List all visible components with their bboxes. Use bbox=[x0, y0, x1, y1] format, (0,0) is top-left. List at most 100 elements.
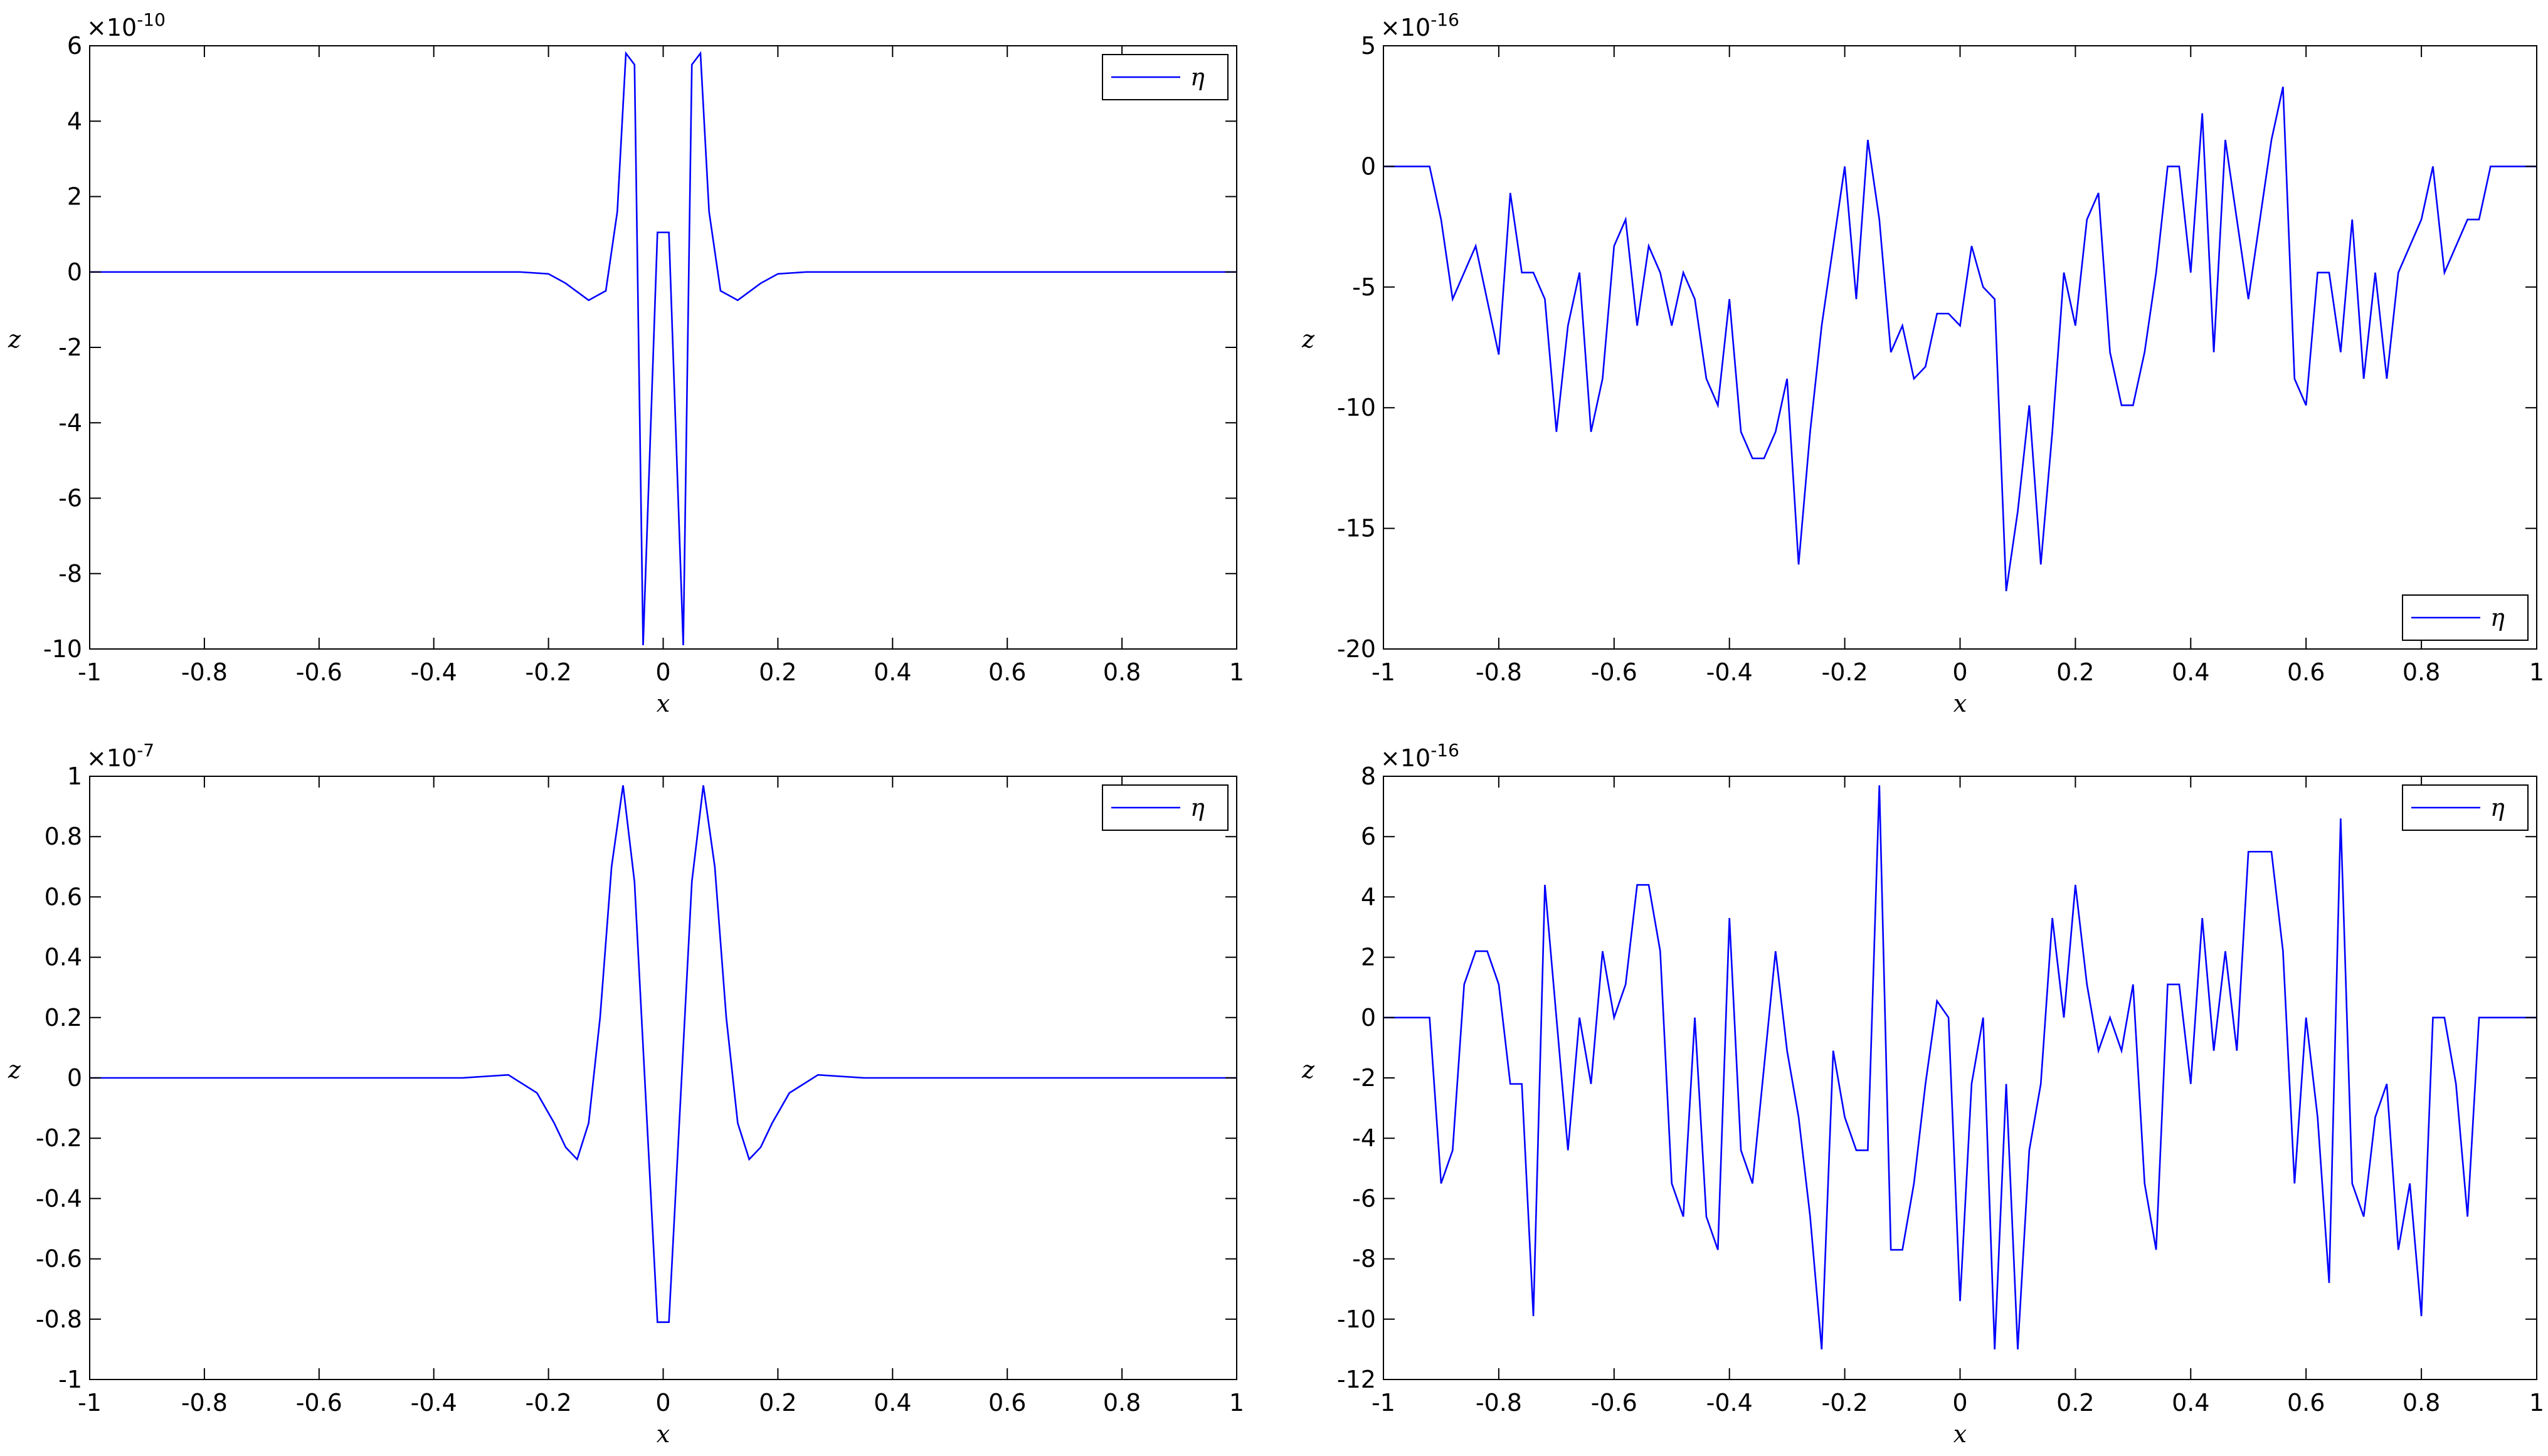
x-tick-label: 0.8 bbox=[2403, 658, 2440, 686]
legend: η bbox=[2402, 784, 2529, 831]
y-tick-label: 0 bbox=[67, 258, 82, 286]
x-tick-label: 0.8 bbox=[1103, 658, 1141, 686]
y-axis-label: z bbox=[1301, 325, 1315, 353]
x-tick-label: -1 bbox=[1372, 658, 1395, 686]
y-tick-label: 2 bbox=[1361, 944, 1376, 971]
y-tick-label: -10 bbox=[1337, 394, 1376, 421]
y-axis-label: z bbox=[8, 325, 21, 353]
y-tick-label: -0.6 bbox=[36, 1245, 82, 1273]
y-axis-label: z bbox=[1301, 1056, 1315, 1084]
x-tick-label: -0.8 bbox=[1476, 658, 1522, 686]
y-tick-label: 0 bbox=[67, 1064, 82, 1092]
subplot: -1 -0.8 -0.6 -0.4 -0.2 0 0.2 0.4 0.6 0.8 1 -20 -15 -1… bbox=[1301, 9, 2544, 717]
legend: η bbox=[2402, 594, 2529, 641]
x-tick-label: -1 bbox=[78, 1389, 102, 1416]
x-tick-label: 0.6 bbox=[2287, 1389, 2325, 1416]
multiplier-exponent: -16 bbox=[1430, 740, 1459, 761]
y-tick-label: 6 bbox=[1361, 823, 1376, 850]
x-tick-label: -0.6 bbox=[296, 1389, 342, 1416]
y-tick-label: -0.4 bbox=[36, 1184, 82, 1212]
x-axis-label: x bbox=[1953, 1420, 1967, 1448]
data-line bbox=[90, 785, 1237, 1323]
x-tick-label: -0.6 bbox=[1591, 1389, 1637, 1416]
multiplier-exponent: -10 bbox=[137, 9, 166, 30]
x-tick-label: 0.4 bbox=[2172, 1389, 2209, 1416]
x-tick-label: -0.4 bbox=[411, 1389, 457, 1416]
y-tick-label: 0.6 bbox=[45, 883, 82, 910]
x-tick-label: 1 bbox=[2529, 658, 2544, 686]
y-tick-label: 0.4 bbox=[45, 944, 82, 971]
x-tick-label: 0.2 bbox=[759, 658, 796, 686]
y-tick-label: -15 bbox=[1337, 515, 1376, 542]
y-tick-label: -0.8 bbox=[36, 1306, 82, 1333]
x-tick-label: -0.6 bbox=[296, 658, 342, 686]
y-tick-label: -4 bbox=[1352, 1124, 1376, 1152]
data-line bbox=[1383, 785, 2537, 1350]
x-tick-label: 0.6 bbox=[988, 658, 1026, 686]
x-tick-label: 0.4 bbox=[2172, 658, 2209, 686]
axes-background bbox=[1383, 46, 2537, 649]
y-tick-label: -20 bbox=[1337, 635, 1376, 663]
x-tick-label: -0.8 bbox=[181, 1389, 228, 1416]
y-tick-label: 0 bbox=[1361, 152, 1376, 180]
y-tick-label: -4 bbox=[58, 409, 82, 436]
legend-label: η bbox=[1190, 794, 1205, 821]
y-tick-label: -8 bbox=[1352, 1245, 1376, 1273]
x-tick-label: -0.6 bbox=[1591, 658, 1637, 686]
x-tick-label: -0.8 bbox=[181, 658, 228, 686]
x-tick-label: -0.4 bbox=[1706, 1389, 1753, 1416]
y-multiplier: ×10-16 bbox=[1380, 9, 1459, 41]
multiplier-base: ×10 bbox=[87, 14, 137, 41]
x-axis-label: x bbox=[1953, 690, 1967, 717]
y-multiplier: ×10-7 bbox=[87, 740, 154, 772]
x-tick-label: -0.2 bbox=[526, 1389, 572, 1416]
data-line bbox=[1383, 87, 2537, 591]
multiplier-base: ×10 bbox=[87, 744, 137, 772]
x-tick-label: 1 bbox=[2529, 1389, 2544, 1416]
x-tick-label: -1 bbox=[78, 658, 102, 686]
y-tick-label: 0.2 bbox=[45, 1004, 82, 1031]
x-tick-label: 1 bbox=[1229, 658, 1244, 686]
subplot: -1 -0.8 -0.6 -0.4 -0.2 0 0.2 0.4 0.6 0.8 1 -12 -10 -8… bbox=[1301, 740, 2544, 1448]
y-tick-label: 0.8 bbox=[45, 823, 82, 850]
legend-label: η bbox=[1190, 63, 1205, 91]
x-tick-label: -0.8 bbox=[1476, 1389, 1522, 1416]
y-tick-label: 2 bbox=[67, 183, 82, 211]
y-axis-label: z bbox=[8, 1056, 21, 1084]
x-tick-label: 0.8 bbox=[1103, 1389, 1141, 1416]
legend-label: η bbox=[2490, 604, 2505, 631]
x-tick-label: 0 bbox=[655, 658, 670, 686]
y-tick-label: -5 bbox=[1352, 273, 1376, 301]
y-multiplier: ×10-16 bbox=[1380, 740, 1459, 772]
x-tick-label: -0.2 bbox=[526, 658, 572, 686]
data-line bbox=[90, 51, 1237, 646]
x-tick-label: -0.4 bbox=[1706, 658, 1753, 686]
y-tick-label: -1 bbox=[58, 1366, 82, 1393]
x-tick-label: 0.4 bbox=[874, 658, 911, 686]
y-tick-label: -0.2 bbox=[36, 1124, 82, 1152]
y-tick-label: -6 bbox=[58, 485, 82, 512]
legend-label: η bbox=[2490, 794, 2505, 821]
y-tick-label: 4 bbox=[67, 107, 82, 135]
x-tick-label: 0.2 bbox=[759, 1389, 796, 1416]
y-tick-label: -2 bbox=[1352, 1064, 1376, 1092]
x-tick-label: 0 bbox=[1952, 658, 1967, 686]
y-tick-label: -8 bbox=[58, 560, 82, 588]
y-tick-label: 5 bbox=[1361, 32, 1376, 60]
x-tick-label: 0.8 bbox=[2403, 1389, 2440, 1416]
multiplier-exponent: -16 bbox=[1430, 9, 1459, 30]
x-tick-label: 0.2 bbox=[2056, 658, 2094, 686]
x-tick-label: -0.2 bbox=[1822, 658, 1868, 686]
subplot: -1 -0.8 -0.6 -0.4 -0.2 0 0.2 0.4 0.6 0.8 1 -1 -0.8 -0… bbox=[8, 740, 1244, 1448]
y-tick-label: -12 bbox=[1337, 1366, 1376, 1393]
y-multiplier: ×10-10 bbox=[87, 9, 166, 41]
multiplier-base: ×10 bbox=[1380, 14, 1430, 41]
subplot: -1 -0.8 -0.6 -0.4 -0.2 0 0.2 0.4 0.6 0.8 1 -10 -8 -6 -… bbox=[8, 9, 1244, 717]
y-tick-label: 4 bbox=[1361, 883, 1376, 910]
x-tick-label: 0 bbox=[655, 1389, 670, 1416]
axes-background bbox=[1383, 776, 2537, 1380]
x-tick-label: 0.6 bbox=[2287, 658, 2325, 686]
x-tick-label: -0.4 bbox=[411, 658, 457, 686]
y-tick-label: 8 bbox=[1361, 762, 1376, 790]
